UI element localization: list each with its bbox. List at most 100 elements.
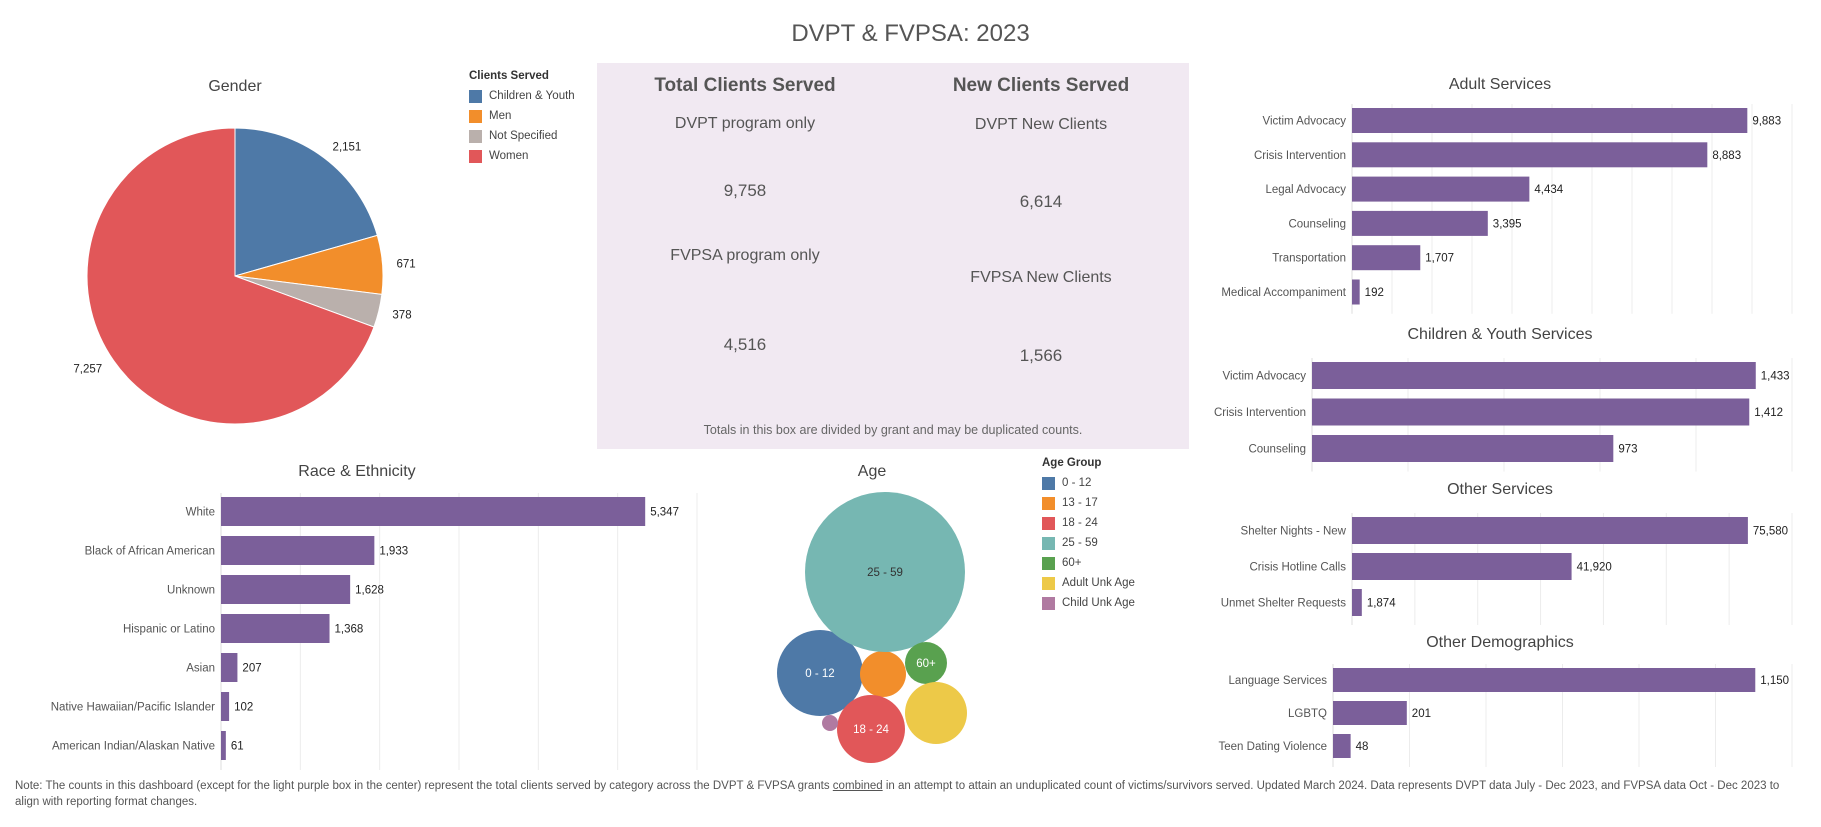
value-label-crisis-hotline-calls: 41,920: [1577, 562, 1612, 574]
summary-box: Total Clients Served New Clients Served …: [597, 63, 1189, 449]
page-title: DVPT & FVPSA: 2023: [791, 20, 1030, 47]
value-label-language-services: 1,150: [1760, 675, 1789, 687]
legend-swatch: [1042, 516, 1055, 530]
legend-label: 60+: [1062, 557, 1082, 569]
value-label-crisis-intervention: 1,412: [1754, 407, 1783, 419]
value-label-transportation: 1,707: [1425, 253, 1454, 265]
category-label-victim-advocacy: Victim Advocacy: [1222, 371, 1306, 383]
category-label-unmet-shelter-requests: Unmet Shelter Requests: [1221, 598, 1347, 610]
total-clients-header: Total Clients Served: [654, 75, 836, 96]
legend-swatch: [469, 89, 482, 103]
gender-legend: Clients Served Children & Youth Men Not Sp…: [469, 70, 575, 166]
category-label-crisis-intervention: Crisis Intervention: [1254, 150, 1346, 162]
legend-swatch: [469, 109, 482, 123]
category-label-unknown: Unknown: [167, 585, 215, 597]
value-label-counseling: 3,395: [1493, 218, 1522, 230]
legend-swatch: [1042, 596, 1055, 610]
bubble-60: [905, 642, 947, 684]
category-label-counseling: Counseling: [1288, 218, 1346, 230]
legend-label: 13 - 17: [1062, 497, 1098, 509]
legend-swatch: [1042, 536, 1055, 550]
legend-item-13-17: 13 - 17: [1042, 493, 1135, 513]
value-label-hispanic-or-latino: 1,368: [335, 624, 364, 636]
bubble-25-59: [805, 492, 965, 652]
bubble-label-25-59: 25 - 59: [867, 567, 903, 579]
summary-box-note: Totals in this box are divided by grant …: [703, 423, 1083, 437]
legend-item-0-12: 0 - 12: [1042, 473, 1135, 493]
children-services-title: Children & Youth Services: [1407, 326, 1593, 343]
fvpsa-new-clients-label: FVPSA New Clients: [970, 269, 1112, 286]
value-label-white: 5,347: [650, 507, 679, 519]
bar-crisis-intervention: [1352, 142, 1708, 168]
bar-white: [221, 497, 646, 526]
dvpt-new-clients-value: 6,614: [1019, 192, 1063, 211]
value-label-asian: 207: [242, 663, 261, 675]
legend-item-adult-unk-age: Adult Unk Age: [1042, 573, 1135, 593]
legend-label: Not Specified: [489, 130, 558, 142]
value-label-legal-advocacy: 4,434: [1534, 184, 1563, 196]
value-label-lgbtq: 201: [1412, 708, 1431, 720]
legend-item-25-59: 25 - 59: [1042, 533, 1135, 553]
bar-medical-accompaniment: [1352, 279, 1360, 305]
category-label-transportation: Transportation: [1272, 253, 1346, 265]
legend-item-men: Men: [469, 106, 575, 126]
value-label-medical-accompaniment: 192: [1365, 287, 1384, 299]
value-label-unmet-shelter-requests: 1,874: [1367, 598, 1396, 610]
category-label-american-indian-alaskan-native: American Indian/Alaskan Native: [52, 741, 215, 753]
legend-swatch: [469, 129, 482, 143]
pie-label-women: 7,257: [73, 364, 102, 376]
legend-item-women: Women: [469, 146, 575, 166]
pie-label-men: 671: [397, 259, 416, 271]
category-label-white: White: [186, 507, 215, 519]
category-label-crisis-intervention: Crisis Intervention: [1214, 407, 1306, 419]
gender-legend-title: Clients Served: [469, 70, 549, 82]
age-chart-title: Age: [857, 463, 887, 480]
age-bubble-chart: 0 - 12 18 - 24 25 - 59 60+: [777, 492, 967, 763]
fvpsa-new-clients-value: 1,566: [1019, 346, 1063, 365]
value-label-american-indian-alaskan-native: 61: [231, 741, 244, 753]
age-legend: Age Group 0 - 12 13 - 17 18 - 24 25 - 59 60+…: [1042, 457, 1135, 613]
adult-services-title: Adult Services: [1448, 76, 1552, 93]
value-label-native-hawaiian-pacific-islander: 102: [234, 702, 253, 714]
dvpt-new-clients-label: DVPT New Clients: [974, 116, 1108, 133]
footnote-post: in an attempt to attain an unduplicated …: [15, 780, 1780, 808]
gender-pie-chart: 2,151 671 378 7,257: [73, 127, 416, 425]
bar-shelter-nights-new: [1352, 517, 1748, 544]
pie-label-children-youth: 2,151: [333, 142, 362, 154]
legend-label: Men: [489, 110, 512, 122]
bar-crisis-intervention: [1312, 398, 1750, 426]
value-label-victim-advocacy: 1,433: [1761, 371, 1790, 383]
legend-label: 25 - 59: [1062, 537, 1098, 549]
category-label-counseling: Counseling: [1248, 444, 1306, 456]
value-label-black-of-african-american: 1,933: [379, 546, 408, 558]
race-chart-title: Race & Ethnicity: [298, 463, 416, 480]
footnote: Note: The counts in this dashboard (exce…: [15, 778, 1805, 810]
category-label-hispanic-or-latino: Hispanic or Latino: [123, 624, 215, 636]
bar-counseling: [1312, 435, 1614, 462]
legend-swatch: [1042, 496, 1055, 510]
other-services-chart: Shelter Nights - New 75,580 Crisis Hotline…: [1221, 513, 1793, 625]
legend-item-18-24: 18 - 24: [1042, 513, 1135, 533]
bar-transportation: [1352, 245, 1421, 271]
bar-hispanic-or-latino: [221, 614, 330, 643]
dvpt-program-label: DVPT program only: [674, 115, 816, 132]
bar-black-of-african-american: [221, 536, 375, 565]
category-label-teen-dating-violence: Teen Dating Violence: [1219, 741, 1327, 753]
legend-label: Child Unk Age: [1062, 597, 1135, 609]
bubble-label-0-12: 0 - 12: [805, 668, 834, 680]
category-label-native-hawaiian-pacific-islander: Native Hawaiian/Pacific Islander: [51, 702, 215, 714]
legend-label: 18 - 24: [1062, 517, 1098, 529]
legend-swatch: [1042, 556, 1055, 570]
pie-slice-children-youth: [234, 127, 378, 277]
bar-counseling: [1352, 210, 1488, 236]
pie-label-not-specified: 378: [392, 309, 411, 321]
bubble-18-24: [837, 695, 905, 763]
legend-label: 0 - 12: [1062, 477, 1092, 489]
bubble-13-17: [860, 651, 906, 697]
category-label-legal-advocacy: Legal Advocacy: [1265, 184, 1346, 196]
bar-victim-advocacy: [1352, 108, 1748, 133]
legend-swatch: [469, 149, 482, 163]
footnote-pre: Note: The counts in this dashboard (exce…: [15, 780, 833, 792]
legend-label: Children & Youth: [489, 90, 575, 102]
bubble-child-unk-age: [822, 715, 838, 731]
